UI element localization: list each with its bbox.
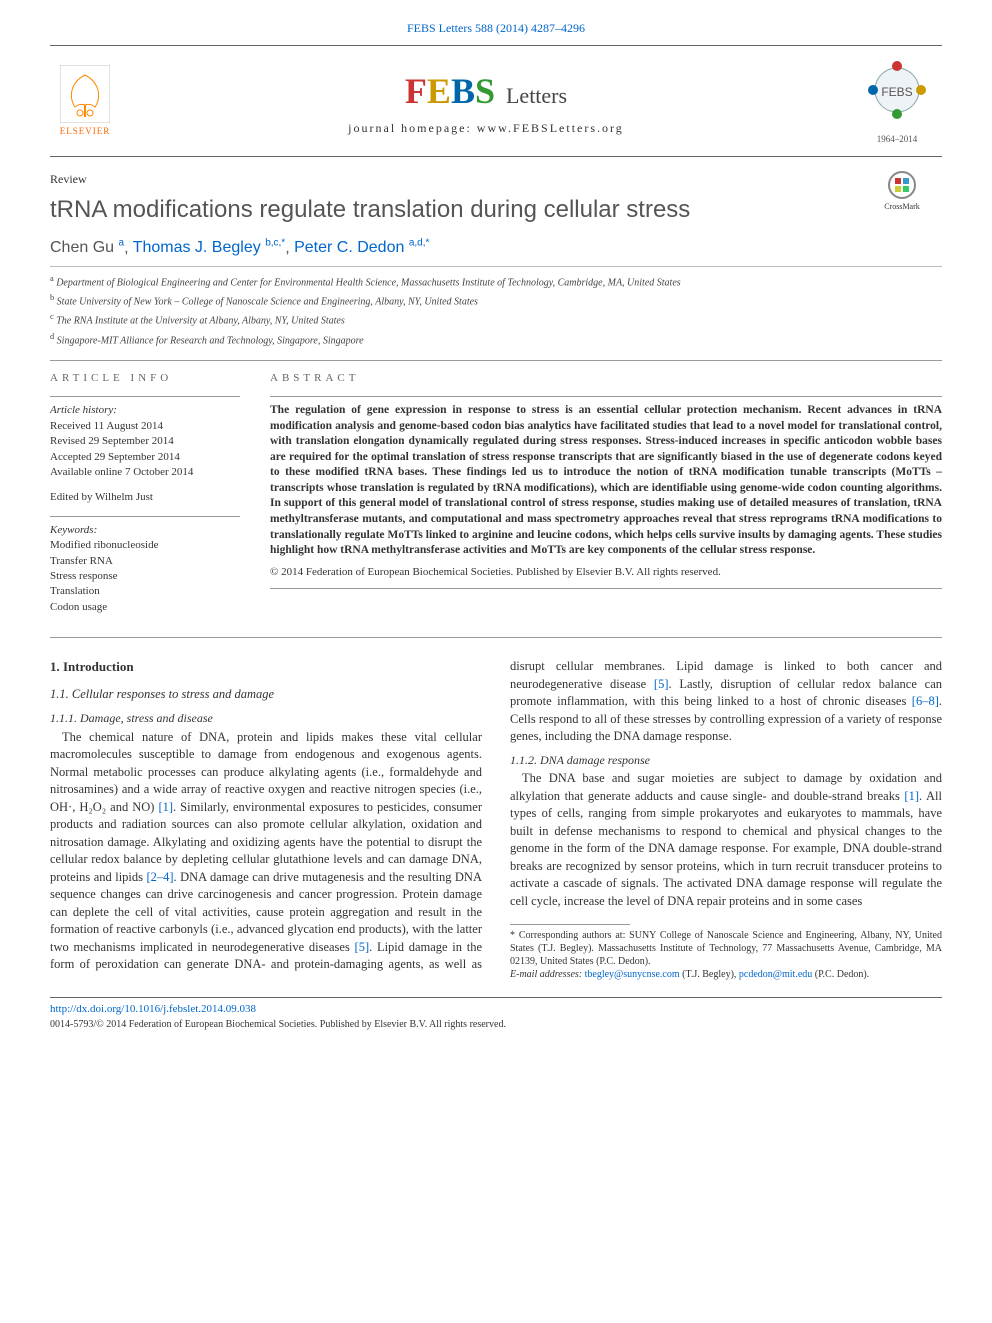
footnote-divider — [510, 924, 630, 925]
abstract-column: ABSTRACT The regulation of gene expressi… — [270, 371, 942, 625]
issn-copyright: 0014-5793/© 2014 Federation of European … — [50, 1018, 942, 1032]
febs-logo: FEBS Letters — [405, 66, 567, 116]
affiliation-a: a Department of Biological Engineering a… — [50, 273, 942, 290]
article-info-heading: ARTICLE INFO — [50, 371, 240, 386]
body-divider — [50, 637, 942, 638]
abstract-rule — [270, 396, 942, 397]
abstract-bottom-rule — [270, 588, 942, 589]
author-2[interactable]: Thomas J. Begley b,c,* — [133, 239, 286, 256]
elsevier-tree-icon — [60, 65, 110, 123]
anniversary-years-text: 1964–2014 — [852, 133, 942, 146]
crossmark-badge[interactable]: CrossMark — [862, 171, 942, 212]
paragraph-3: The DNA base and sugar moieties are subj… — [510, 770, 942, 910]
affiliation-d: d Singapore-MIT Alliance for Research an… — [50, 331, 942, 348]
email-link-dedon[interactable]: pcdedon@mit.edu — [739, 969, 812, 980]
journal-homepage[interactable]: journal homepage: www.FEBSLetters.org — [120, 120, 852, 137]
elsevier-name: ELSEVIER — [60, 125, 111, 138]
journal-logo-block: FEBS Letters journal homepage: www.FEBSL… — [120, 66, 852, 137]
ref-link-5b[interactable]: [5] — [654, 677, 669, 691]
ref-link-1b[interactable]: [1] — [904, 789, 919, 803]
journal-header: ELSEVIER FEBS Letters journal homepage: … — [50, 58, 942, 146]
febs-50-icon: FEBS — [857, 58, 937, 128]
history-accepted: Accepted 29 September 2014 — [50, 450, 240, 465]
author-3[interactable]: Peter C. Dedon a,d,* — [294, 239, 429, 256]
affiliation-b: b State University of New York – College… — [50, 292, 942, 309]
abstract-heading: ABSTRACT — [270, 371, 942, 386]
crossmark-label: CrossMark — [884, 202, 920, 211]
abstract-text: The regulation of gene expression in res… — [270, 403, 942, 558]
top-divider — [50, 45, 942, 46]
info-rule-2 — [50, 516, 240, 517]
journal-citation: FEBS Letters 588 (2014) 4287–4296 — [50, 20, 942, 37]
edited-by: Edited by Wilhelm Just — [50, 490, 240, 505]
keywords-block: Keywords: Modified ribonucleoside Transf… — [50, 523, 240, 615]
febs-letter-b: B — [451, 71, 475, 111]
author-divider — [50, 266, 942, 267]
ref-link-2-4[interactable]: [2–4] — [146, 870, 173, 884]
section-1-1-1-heading: 1.1.1. Damage, stress and disease — [50, 710, 482, 727]
body-text: 1. Introduction 1.1. Cellular responses … — [50, 658, 942, 981]
keyword-5: Codon usage — [50, 600, 240, 615]
febs-letter-e: E — [427, 71, 451, 111]
footnotes: * Corresponding authors at: SUNY College… — [510, 929, 942, 981]
affiliation-c: c The RNA Institute at the University at… — [50, 311, 942, 328]
history-received: Received 11 August 2014 — [50, 419, 240, 434]
history-revised: Revised 29 September 2014 — [50, 434, 240, 449]
email-addresses: E-mail addresses: tbegley@sunycnse.com (… — [510, 968, 942, 981]
keywords-label: Keywords: — [50, 523, 240, 538]
febs-anniversary-badge: FEBS 1964–2014 — [852, 58, 942, 146]
bottom-divider: http://dx.doi.org/10.1016/j.febslet.2014… — [50, 997, 942, 1031]
header-divider — [50, 156, 942, 157]
author-list: Chen Gu a, Thomas J. Begley b,c,*, Peter… — [50, 237, 942, 260]
info-abstract-row: ARTICLE INFO Article history: Received 1… — [50, 371, 942, 625]
doi-link[interactable]: http://dx.doi.org/10.1016/j.febslet.2014… — [50, 1003, 256, 1015]
ref-link-1[interactable]: [1] — [158, 800, 173, 814]
info-divider — [50, 360, 942, 361]
author-1: Chen Gu a — [50, 239, 124, 256]
article-title: tRNA modifications regulate translation … — [50, 193, 942, 227]
elsevier-logo[interactable]: ELSEVIER — [50, 65, 120, 138]
info-rule-1 — [50, 396, 240, 397]
ref-link-5a[interactable]: [5] — [355, 940, 370, 954]
abstract-copyright: © 2014 Federation of European Biochemica… — [270, 565, 942, 580]
keyword-4: Translation — [50, 584, 240, 599]
febs-script: Letters — [506, 83, 567, 108]
keyword-2: Transfer RNA — [50, 554, 240, 569]
section-1-1-2-heading: 1.1.2. DNA damage response — [510, 752, 942, 769]
keyword-3: Stress response — [50, 569, 240, 584]
section-1-heading: 1. Introduction — [50, 658, 482, 676]
febs-letter-s: S — [475, 71, 495, 111]
article-history: Article history: Received 11 August 2014… — [50, 403, 240, 480]
article-info-column: ARTICLE INFO Article history: Received 1… — [50, 371, 240, 625]
history-online: Available online 7 October 2014 — [50, 465, 240, 480]
section-1-1-heading: 1.1. Cellular responses to stress and da… — [50, 686, 482, 704]
febs-letter-f: F — [405, 71, 427, 111]
ref-link-6-8[interactable]: [6–8] — [912, 694, 939, 708]
history-label: Article history: — [50, 403, 240, 418]
crossmark-icon — [888, 171, 916, 199]
article-type: Review — [50, 171, 942, 188]
corresponding-author-note: * Corresponding authors at: SUNY College… — [510, 929, 942, 968]
keyword-1: Modified ribonucleoside — [50, 538, 240, 553]
email-link-begley[interactable]: tbegley@sunycnse.com — [585, 969, 680, 980]
svg-text:FEBS: FEBS — [881, 85, 912, 99]
